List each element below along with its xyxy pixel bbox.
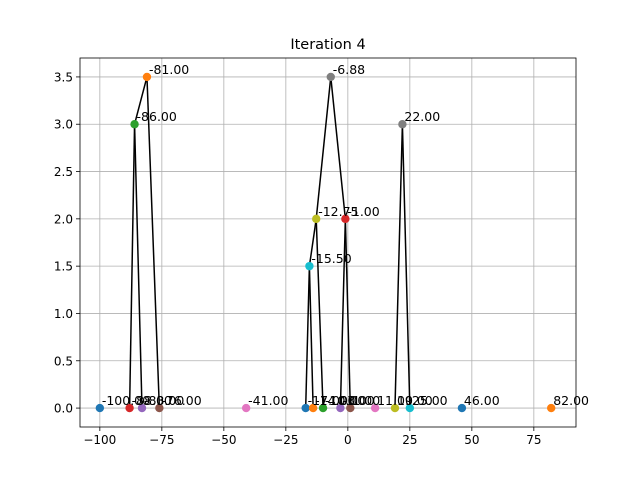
point-label: 1.00 [352, 393, 380, 408]
x-axis: −100 −75 −50 −25 0 25 50 75 [83, 427, 541, 447]
point-label: -100.00 [102, 393, 150, 408]
x-tick-label: 75 [526, 433, 541, 447]
point-label: 82.00 [553, 393, 589, 408]
point-label: -76.00 [161, 393, 201, 408]
data-point [308, 403, 318, 413]
point-label: -14.00 [315, 393, 355, 408]
point-label: 22.00 [404, 109, 440, 124]
data-point [547, 403, 556, 413]
point-label: -86.00 [137, 109, 177, 124]
data-point [142, 72, 152, 82]
data-point [457, 403, 467, 413]
x-tick-label: 0 [344, 433, 352, 447]
point-label: -3.00 [342, 393, 374, 408]
merge-line [146, 76, 161, 409]
y-tick-label: 3.5 [54, 70, 73, 84]
data-points [95, 72, 556, 413]
x-tick-label: −100 [83, 433, 116, 447]
y-tick-label: 1.5 [54, 260, 73, 274]
data-point [137, 403, 147, 413]
data-point [241, 403, 251, 413]
merge-line [133, 76, 148, 125]
data-point [155, 403, 164, 413]
y-tick-label: 1.0 [54, 307, 73, 321]
point-label: -6.88 [333, 62, 365, 77]
data-point [398, 120, 407, 129]
data-point [125, 403, 134, 413]
x-tick-label: 25 [402, 433, 417, 447]
data-point [326, 72, 335, 82]
point-label: -83.00 [144, 393, 184, 408]
x-tick-label: 50 [464, 433, 479, 447]
merge-line [339, 218, 347, 409]
point-label: -15.50 [311, 251, 351, 266]
merge-line [344, 218, 352, 409]
y-tick-label: 0.0 [54, 402, 73, 416]
data-point [305, 261, 314, 271]
merge-line [133, 124, 143, 409]
merge-line [308, 266, 314, 409]
merge-line [308, 218, 317, 267]
data-point [336, 403, 345, 413]
merge-line [401, 124, 411, 409]
y-tick-label: 2.0 [54, 212, 73, 226]
data-point [312, 214, 321, 224]
y-axis: 0.0 0.5 1.0 1.5 2.0 2.5 3.0 3.5 [54, 70, 80, 416]
data-point [370, 403, 380, 413]
point-label: 19.00 [397, 393, 433, 408]
merge-line [394, 124, 404, 409]
chart-title: Iteration 4 [290, 37, 365, 53]
point-label: 46.00 [464, 393, 500, 408]
merge-line [330, 76, 347, 219]
point-label: -41.00 [248, 393, 288, 408]
y-tick-label: 0.5 [54, 354, 73, 368]
point-label: -17.00 [308, 393, 348, 408]
point-label: -10.00 [325, 393, 365, 408]
data-point [301, 403, 310, 413]
grid [80, 58, 576, 427]
x-tick-label: −75 [149, 433, 174, 447]
point-label: -88.00 [132, 393, 172, 408]
point-label: -12.75 [318, 204, 358, 219]
y-tick-label: 2.5 [54, 165, 73, 179]
y-tick-label: 3.0 [54, 118, 73, 132]
point-label: 11.00 [377, 393, 413, 408]
point-labels: -100.00-88.00-83.00-76.00 -86.00 -81.00 -41… [102, 62, 589, 408]
merge-line [304, 266, 311, 409]
plot-frame [79, 57, 577, 428]
data-point [341, 214, 350, 224]
data-point [405, 403, 415, 413]
data-point [95, 403, 105, 413]
point-label: -1.00 [347, 204, 379, 219]
merge-lines [128, 76, 411, 409]
data-point [390, 403, 400, 413]
point-label: -81.00 [149, 62, 189, 77]
merge-line [128, 124, 136, 409]
point-label: 25.00 [412, 393, 448, 408]
data-point [130, 120, 139, 129]
x-tick-label: −50 [211, 433, 236, 447]
merge-line [315, 218, 324, 409]
x-tick-label: −25 [273, 433, 298, 447]
data-point [346, 403, 355, 413]
merge-line [315, 76, 332, 219]
data-point [318, 403, 328, 413]
